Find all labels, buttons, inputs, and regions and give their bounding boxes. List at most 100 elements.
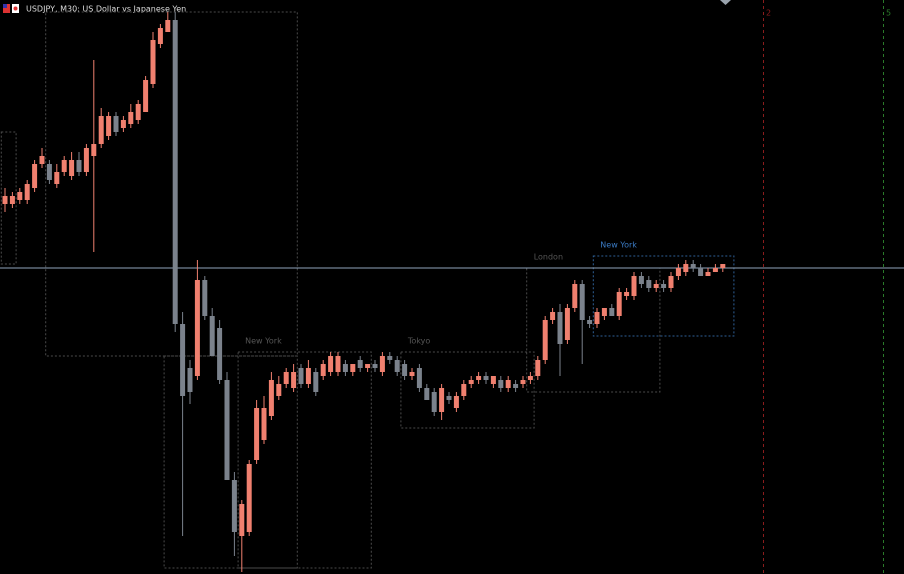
candle-body [17, 192, 23, 200]
candle-body [461, 384, 467, 396]
candle-body [268, 380, 274, 416]
candle-body [557, 312, 563, 344]
candle-body [587, 320, 593, 324]
candle-body [224, 380, 230, 480]
candle-body [668, 276, 674, 288]
candle-body [535, 360, 541, 376]
candle-body [313, 372, 319, 392]
candle-body [476, 376, 482, 380]
session-box [400, 351, 535, 429]
candle-body [402, 364, 408, 376]
candle-body [661, 284, 667, 288]
candle-body [83, 148, 89, 172]
shift-marker [720, 0, 731, 5]
candle-body [594, 312, 600, 324]
candle-body [209, 316, 215, 356]
candle-body [261, 408, 267, 440]
candle-body [217, 328, 223, 380]
session-box [45, 11, 298, 357]
candle-body [394, 360, 400, 372]
candle-body [54, 172, 60, 184]
chart-title: USDJPY, M30: US Dollar vs Japanese Yen [26, 5, 186, 14]
candle-body [69, 160, 75, 176]
candle-body [283, 372, 289, 384]
candle-body [328, 356, 334, 372]
session-box [237, 351, 372, 569]
candle-body [409, 372, 415, 376]
candle-body [624, 292, 630, 296]
candle-body [194, 280, 200, 376]
candle-body [365, 364, 371, 368]
session-label: Tokyo [407, 337, 431, 346]
candle-body [579, 284, 585, 320]
session-box [163, 355, 298, 569]
marker-label: 2 [766, 9, 771, 18]
candle-body [157, 28, 163, 44]
candle-body [246, 464, 252, 532]
candle-body [431, 392, 437, 412]
candle-body [298, 368, 304, 384]
candle-body [91, 144, 97, 156]
candle-body [335, 356, 341, 372]
candle-body [372, 364, 378, 368]
candle-body [150, 40, 156, 84]
candle-body [135, 104, 141, 120]
candle-body [468, 380, 474, 384]
candle-body [439, 388, 445, 412]
candle-body [520, 380, 526, 384]
candle-body [320, 364, 326, 376]
candle-body [683, 264, 689, 272]
candle-body [305, 368, 311, 384]
candle-body [128, 112, 134, 124]
candle-body [61, 160, 67, 172]
candle-body [572, 284, 578, 308]
candle-body [24, 184, 30, 200]
candle-body [490, 376, 496, 384]
marker-label: 5 [886, 9, 891, 18]
candle-body [483, 376, 489, 380]
candle-body [698, 268, 704, 276]
candle-body [239, 504, 245, 536]
candle-body [180, 324, 186, 396]
candle-body [631, 276, 637, 296]
candle-body [712, 268, 718, 272]
candle-body [350, 364, 356, 372]
candle-body [202, 280, 208, 316]
candle-body [387, 356, 393, 360]
candle-body [165, 20, 171, 32]
candle-body [231, 480, 237, 532]
candle-body [453, 396, 459, 408]
session-box [526, 267, 661, 393]
candle-body [550, 312, 556, 320]
session-label: New York [600, 241, 637, 250]
candle-body [46, 164, 52, 180]
candle-body [601, 308, 607, 316]
candle-body [9, 196, 15, 204]
session-box [592, 255, 735, 337]
session-label: London [534, 253, 563, 262]
candle-body [720, 264, 726, 268]
candle-body [106, 116, 112, 136]
candle-body [675, 268, 681, 276]
session-box [0, 131, 17, 265]
candle-body [638, 276, 644, 284]
candle-body [98, 116, 104, 144]
candle-body [357, 360, 363, 368]
session-label: New York [245, 337, 282, 346]
candle-body [690, 264, 696, 268]
candle-body [616, 292, 622, 316]
candle-body [446, 396, 452, 400]
candle-body [291, 372, 297, 388]
candle-body [32, 164, 38, 188]
candle-body [2, 196, 8, 204]
flag-icon [3, 4, 19, 13]
candle-body [424, 388, 430, 400]
candle-body [276, 384, 282, 396]
candle-body [513, 384, 519, 388]
candle-body [187, 368, 193, 392]
candle-body [505, 380, 511, 388]
candle-body [172, 20, 178, 324]
candle-body [653, 284, 659, 288]
